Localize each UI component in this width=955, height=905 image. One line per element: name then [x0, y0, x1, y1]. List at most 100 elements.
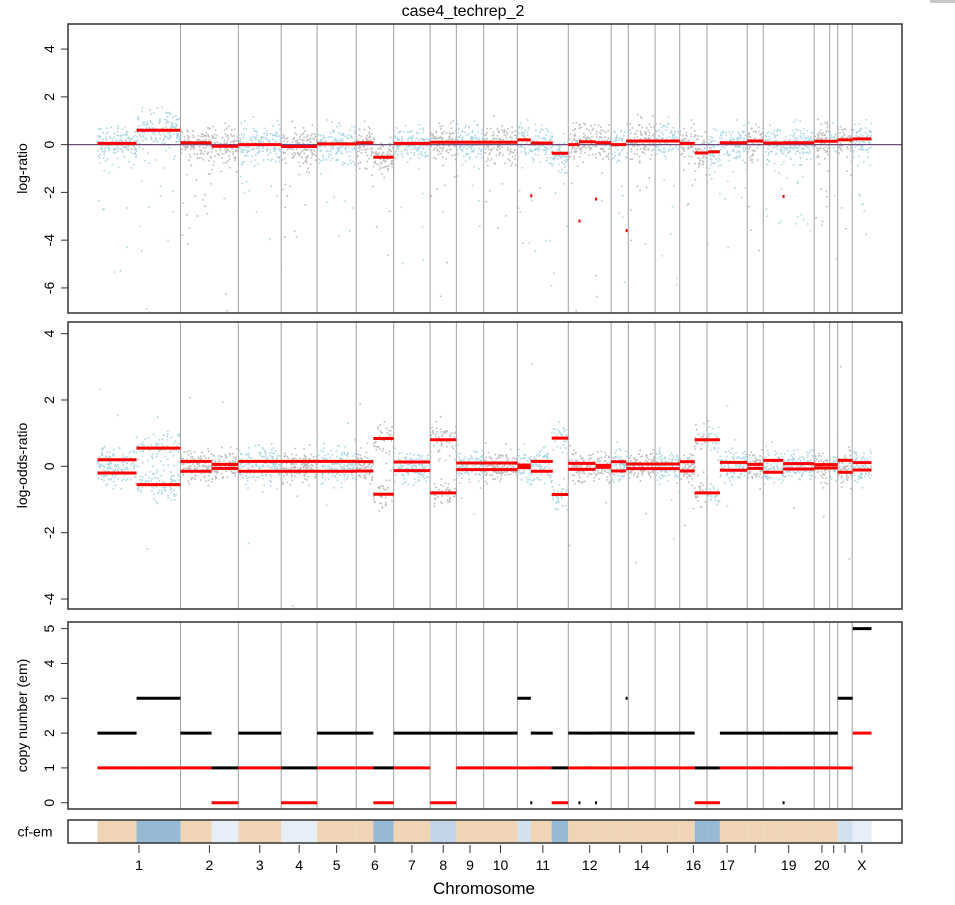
cnlr-point — [795, 222, 797, 225]
cnlr-point — [432, 135, 435, 137]
lor-point — [194, 468, 196, 471]
lor-point — [269, 484, 272, 487]
cnlr-point — [137, 139, 139, 141]
cnlr-point — [545, 147, 548, 150]
cnlr-point — [855, 134, 857, 137]
cnlr-point — [204, 138, 207, 141]
lor-point — [172, 455, 175, 457]
lor-point — [381, 507, 384, 509]
cnlr-point — [208, 160, 210, 162]
cnlr-point — [773, 162, 776, 165]
cnlr-point — [461, 130, 464, 132]
cnlr-point — [435, 130, 438, 133]
cnlr-point — [131, 137, 134, 140]
cnlr-point — [578, 123, 581, 125]
cnlr-point — [384, 160, 387, 163]
cnlr-point — [508, 153, 511, 155]
cnlr-point — [551, 144, 554, 147]
lor-point — [240, 453, 242, 455]
cnlr-point — [187, 139, 190, 141]
cnlr-point — [477, 153, 480, 155]
cnlr-point — [641, 126, 643, 129]
cnlr-point — [812, 131, 815, 134]
cnlr-point — [861, 145, 864, 147]
lor-point — [429, 476, 431, 479]
lor-point — [343, 464, 346, 467]
cnlr-point — [488, 153, 491, 156]
lor-point — [259, 452, 262, 454]
cnlr-point — [237, 136, 239, 139]
lor-point — [266, 464, 269, 467]
cnlr-point — [530, 196, 532, 199]
cnlr-point — [291, 157, 294, 159]
cnlr-point — [761, 137, 764, 140]
cnlr-point — [212, 135, 215, 138]
lor-point — [229, 465, 232, 467]
lor-point — [220, 465, 223, 467]
cnlr-point — [471, 131, 473, 134]
cnlr-point — [366, 147, 369, 150]
lor-point — [207, 450, 210, 453]
cnlr-point — [465, 153, 467, 155]
cnlr-point — [453, 176, 456, 178]
cnlr-point — [713, 155, 715, 158]
cnlr-point — [751, 149, 754, 152]
cnlr-point — [593, 145, 596, 147]
cnlr-point — [823, 157, 826, 160]
lor-point — [478, 458, 481, 461]
cnlr-point — [397, 154, 399, 156]
cnlr-point — [671, 148, 673, 151]
cnlr-point — [355, 147, 358, 150]
cnlr-point — [438, 150, 441, 153]
cnlr-point — [397, 138, 400, 141]
cnlr-point — [223, 197, 226, 200]
cnlr-point — [188, 136, 191, 138]
cnlr-point — [396, 136, 398, 139]
lor-point — [327, 472, 330, 475]
cnlr-point — [176, 134, 178, 137]
cnlr-point — [150, 113, 153, 115]
lor-point — [378, 487, 381, 490]
cnlr-point — [517, 155, 519, 158]
cnlr-point — [545, 134, 547, 136]
cnlr-point — [136, 140, 138, 142]
cnlr-point — [108, 144, 111, 147]
cnlr-point — [616, 134, 618, 137]
cnlr-point — [103, 208, 105, 210]
cnlr-point — [684, 137, 686, 140]
cnlr-point — [242, 136, 245, 139]
cnlr-point — [680, 146, 683, 148]
lor-point — [162, 469, 165, 472]
cnlr-point — [629, 129, 631, 131]
lor-point — [334, 474, 336, 477]
lor-point — [178, 487, 181, 489]
cnlr-point — [796, 182, 799, 185]
cnlr-point — [562, 132, 565, 135]
cnlr-point — [643, 144, 646, 147]
lor-point — [357, 458, 359, 460]
lor-point — [135, 436, 138, 439]
lor-point — [179, 453, 182, 456]
lor-point — [444, 430, 446, 433]
cnlr-point — [816, 156, 819, 158]
cnlr-point — [368, 131, 371, 134]
cnlr-point — [310, 148, 313, 151]
cnlr-point — [722, 130, 724, 133]
cnlr-point — [336, 151, 339, 153]
cnlr-point — [451, 138, 454, 140]
cnlr-point — [270, 159, 272, 162]
lor-point — [472, 450, 475, 452]
cnlr-point — [869, 131, 871, 133]
cnlr-point — [850, 145, 853, 148]
lor-point — [440, 443, 443, 446]
cnlr-point — [751, 155, 753, 157]
lor-point — [432, 429, 434, 432]
cnlr-point — [611, 157, 613, 160]
lor-point — [359, 476, 362, 478]
lor-point — [108, 461, 111, 464]
lor-point — [178, 433, 180, 435]
lor-point — [265, 474, 267, 477]
cnlr-point — [120, 136, 123, 139]
cnlr-point — [644, 149, 647, 151]
cnlr-point — [218, 154, 220, 156]
